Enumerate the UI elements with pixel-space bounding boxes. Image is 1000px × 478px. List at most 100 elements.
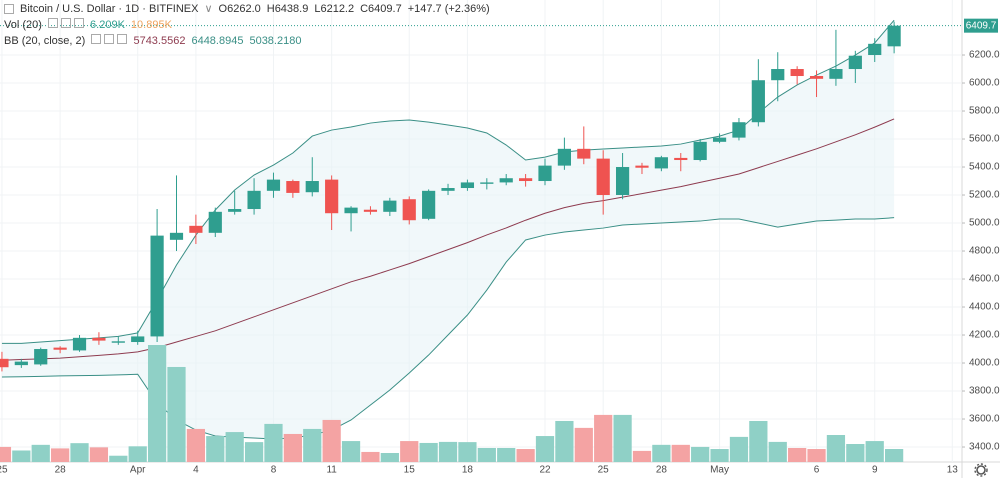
candle-body — [499, 178, 513, 183]
candle-body — [557, 148, 571, 166]
x-tick-label: 18 — [462, 465, 474, 476]
volume-bar — [186, 428, 206, 462]
volume-bar — [128, 446, 147, 462]
volume-bar — [885, 449, 904, 462]
volume-bar — [555, 420, 574, 462]
bollinger-row: BB (20, close, 2) 5743.5562 6448.8945 5038… — [4, 33, 490, 49]
indicator-controls[interactable] — [91, 33, 128, 49]
volume-bar — [225, 432, 244, 462]
x-tick-label: 28 — [656, 465, 668, 476]
volume-bar — [264, 423, 283, 462]
volume-bar — [826, 435, 846, 462]
volume-bar — [807, 449, 826, 462]
y-tick-label: 4000.0 — [969, 358, 1000, 369]
indicator-controls[interactable] — [47, 17, 85, 33]
x-tick-label: 9 — [872, 465, 878, 476]
volume-bar — [613, 414, 632, 462]
indicator-title[interactable]: Vol (20) — [4, 19, 42, 31]
candle-body — [131, 336, 145, 343]
indicator-value: 6448.8945 — [191, 35, 244, 47]
volume-bar — [31, 444, 50, 462]
candle-body — [92, 337, 106, 341]
indicator-title[interactable]: BB (20, close, 2) — [4, 35, 86, 47]
volume-bar — [477, 447, 496, 462]
volume-bar — [167, 366, 186, 462]
chevron[interactable]: ∨ — [204, 3, 213, 15]
candle-body — [228, 209, 242, 212]
last-price-box — [964, 18, 998, 33]
x-tick-label: 6 — [814, 465, 820, 476]
volume-row: Vol (20) 6.209K 10.895K — [4, 17, 490, 33]
volume-bar — [691, 446, 710, 462]
y-tick-label: 5000.0 — [969, 218, 1000, 229]
y-tick-label: 3600.0 — [969, 414, 1000, 425]
indicator-value: 6.209K — [90, 19, 125, 31]
candle-body — [712, 137, 727, 142]
candle-body — [363, 209, 378, 212]
candle-body — [305, 181, 319, 193]
volume-bar — [70, 443, 89, 462]
candle-body — [325, 179, 339, 214]
candle-body — [829, 69, 843, 79]
candle-body — [654, 157, 668, 169]
volume-bar — [438, 441, 458, 462]
x-tick-label: 13 — [947, 465, 959, 476]
volume-bar — [671, 444, 690, 462]
indicator-value: 5743.5562 — [133, 35, 186, 47]
volume-bar — [0, 446, 12, 462]
volume-bar — [400, 441, 419, 462]
candle-body — [577, 148, 591, 159]
candle-body — [751, 80, 765, 123]
symbol-title[interactable]: Bitcoin / U.S. Dollar · 1D · BITFINEX — [20, 3, 199, 15]
volume-bar — [768, 441, 787, 462]
candle-body — [674, 157, 688, 161]
volume-bar — [303, 428, 322, 462]
volume-bar — [283, 433, 302, 462]
volume-bar — [12, 450, 31, 462]
candle-body — [0, 358, 9, 368]
y-tick-label: 5800.0 — [969, 106, 1000, 117]
volume-bar — [594, 414, 613, 462]
volume-bar — [710, 449, 729, 462]
candle-body — [189, 225, 203, 233]
x-tick-label: 22 — [539, 465, 551, 476]
candle-body — [809, 76, 824, 79]
band-fill — [1, 20, 895, 440]
plot-layer — [0, 0, 962, 462]
volume-bar — [206, 436, 225, 462]
y-tick-label: 6000.0 — [969, 78, 1000, 89]
candle-body — [615, 167, 630, 196]
candle-body — [72, 337, 87, 351]
volume-bar — [380, 453, 399, 462]
settings-icon[interactable] — [974, 463, 988, 477]
x-tick-label: 25 — [0, 465, 8, 476]
y-tick-label: 5400.0 — [969, 162, 1000, 173]
candle-body — [286, 181, 300, 193]
legend: Bitcoin / U.S. Dollar · 1D · BITFINEX ∨ … — [4, 1, 490, 49]
candle-body — [402, 199, 416, 221]
candle-body — [887, 25, 901, 47]
candle-body — [208, 211, 222, 233]
volume-bar — [322, 419, 341, 462]
x-tick-label: 11 — [326, 465, 337, 476]
x-tick-label: 25 — [598, 465, 610, 476]
ohlc-value: L6212.2 — [314, 3, 355, 15]
candle-body — [635, 165, 649, 168]
x-tick-label: May — [710, 465, 729, 476]
y-tick-label: 4400.0 — [969, 302, 1000, 313]
candle-body — [53, 347, 67, 350]
volume-bar — [109, 455, 128, 462]
symbol-icon[interactable] — [4, 4, 14, 14]
volume-bar — [341, 441, 361, 462]
candle-body — [266, 179, 281, 191]
candle-body — [344, 207, 358, 214]
y-tick-label: 3400.0 — [969, 442, 1000, 453]
candle-body — [693, 141, 707, 161]
volume-bar — [865, 441, 884, 462]
y-tick-label: 6200.0 — [969, 50, 1000, 61]
y-tick-label: 4800.0 — [969, 246, 1000, 257]
volume-bar — [244, 442, 264, 462]
x-tick-label: Apr — [130, 465, 146, 476]
last-price-label: 6409.7 — [966, 20, 997, 31]
